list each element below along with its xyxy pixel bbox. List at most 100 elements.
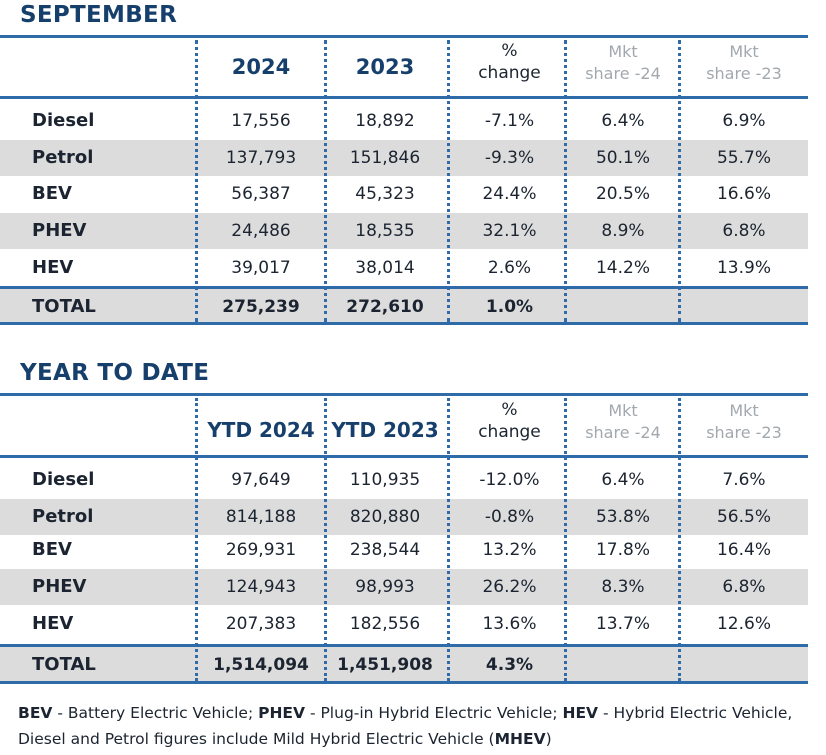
row-label: BEV <box>32 183 72 204</box>
table-row-diesel: Diesel 97,649 110,935 -12.0% 6.4% 7.6% <box>0 462 808 498</box>
cell-mkt-share-23: 16.6% <box>716 184 771 204</box>
cell-2023: 272,610 <box>346 297 424 317</box>
table-header-september: 2024 2023 % change Mkt share -24 Mkt sha… <box>0 38 808 98</box>
row-label: Diesel <box>32 469 95 490</box>
cell-mkt-share-24: 6.4% <box>601 470 645 490</box>
cell-pct-change: 4.3% <box>485 655 534 675</box>
row-label: Petrol <box>32 147 94 168</box>
cell-2023: 45,323 <box>355 184 415 204</box>
section-title-year-to-date: YEAR TO DATE <box>20 360 210 386</box>
cell-mkt-share-24: 14.2% <box>595 258 650 278</box>
abbr-phev: PHEV <box>258 704 306 722</box>
column-divider <box>564 40 567 322</box>
col-header-pct-change: % change <box>478 41 541 83</box>
cell-mkt-share-24 <box>566 647 680 683</box>
table-row-diesel: Diesel 17,556 18,892 -7.1% 6.4% 6.9% <box>0 103 808 139</box>
cell-mkt-share-23 <box>680 647 808 683</box>
cell-ytd-2024: 814,188 <box>225 507 297 527</box>
cell-ytd-2023: 98,993 <box>355 577 415 597</box>
cell-ytd-2024: 124,943 <box>225 577 297 597</box>
row-label: BEV <box>32 539 72 560</box>
row-label: TOTAL <box>32 296 96 317</box>
cell-pct-change: 26.2% <box>482 577 537 597</box>
cell-mkt-share-23: 6.8% <box>722 577 766 597</box>
cell-2024: 17,556 <box>231 111 291 131</box>
table-row-total: TOTAL 275,239 272,610 1.0% <box>0 289 808 325</box>
section-title-september: SEPTEMBER <box>20 2 178 28</box>
table-header-ytd: YTD 2024 YTD 2023 % change Mkt share -24… <box>0 396 808 456</box>
table-row-bev: BEV 56,387 45,323 24.4% 20.5% 16.6% <box>0 176 808 212</box>
cell-mkt-share-24: 8.3% <box>601 577 645 597</box>
cell-mkt-share-24: 20.5% <box>595 184 650 204</box>
cell-mkt-share-23: 13.9% <box>716 258 771 278</box>
cell-2024: 39,017 <box>231 258 291 278</box>
col-header-ytd-2024: YTD 2024 <box>207 418 315 442</box>
col-header-2024: 2024 <box>231 55 291 79</box>
footnote-line-1: BEV - Battery Electric Vehicle; PHEV - P… <box>18 704 793 722</box>
cell-pct-change: -12.0% <box>479 470 540 490</box>
table-row-phev: PHEV 124,943 98,993 26.2% 8.3% 6.8% <box>0 569 808 605</box>
table-row-hev: HEV 39,017 38,014 2.6% 14.2% 13.9% <box>0 250 808 286</box>
column-divider <box>447 40 450 322</box>
cell-mkt-share-24: 8.9% <box>601 221 645 241</box>
col-header-mkt-share-24: Mkt share -24 <box>585 401 661 442</box>
col-header-2023: 2023 <box>355 55 415 79</box>
table-top-rule <box>0 393 808 396</box>
cell-pct-change: 2.6% <box>487 258 532 278</box>
cell-ytd-2024: 97,649 <box>231 470 291 490</box>
cell-ytd-2023: 238,544 <box>349 540 421 560</box>
table-row-petrol: Petrol 137,793 151,846 -9.3% 50.1% 55.7% <box>0 140 808 176</box>
abbr-hev: HEV <box>562 704 599 722</box>
cell-mkt-share-23: 56.5% <box>716 507 771 527</box>
row-label: HEV <box>32 257 74 278</box>
cell-ytd-2024: 207,383 <box>225 614 297 634</box>
row-label: Petrol <box>32 506 94 527</box>
col-header-mkt-share-23: Mkt share -23 <box>706 401 782 442</box>
cell-mkt-share-24: 50.1% <box>595 148 650 168</box>
cell-mkt-share-23: 7.6% <box>722 470 766 490</box>
cell-ytd-2023: 820,880 <box>349 507 421 527</box>
cell-2023: 18,535 <box>355 221 415 241</box>
table-bottom-rule <box>0 322 808 325</box>
table-row-hev: HEV 207,383 182,556 13.6% 13.7% 12.6% <box>0 606 808 642</box>
cell-mkt-share-24: 17.8% <box>595 540 650 560</box>
cell-2023: 18,892 <box>355 111 415 131</box>
cell-mkt-share-24: 13.7% <box>595 614 650 634</box>
cell-ytd-2024: 269,931 <box>225 540 297 560</box>
col-header-mkt-share-24: Mkt share -24 <box>585 42 661 83</box>
cell-2023: 151,846 <box>349 148 421 168</box>
row-label: PHEV <box>32 220 87 241</box>
cell-2023: 38,014 <box>355 258 415 278</box>
cell-pct-change: 13.6% <box>482 614 537 634</box>
cell-ytd-2023: 1,451,908 <box>337 655 433 675</box>
total-top-rule <box>0 644 808 647</box>
table-row-total: TOTAL 1,514,094 1,451,908 4.3% <box>0 647 808 683</box>
cell-mkt-share-23: 12.6% <box>716 614 771 634</box>
cell-mkt-share-24: 6.4% <box>601 111 645 131</box>
header-rule <box>0 96 808 99</box>
column-divider <box>324 398 327 681</box>
table-row-phev: PHEV 24,486 18,535 32.1% 8.9% 6.8% <box>0 213 808 249</box>
cell-ytd-2023: 182,556 <box>349 614 421 634</box>
column-divider <box>564 398 567 681</box>
cell-pct-change: 32.1% <box>482 221 537 241</box>
column-divider <box>195 398 198 681</box>
col-header-ytd-2023: YTD 2023 <box>331 418 439 442</box>
row-label: HEV <box>32 613 74 634</box>
cell-mkt-share-23: 16.4% <box>716 540 771 560</box>
cell-pct-change: -7.1% <box>484 111 535 131</box>
cell-pct-change: 1.0% <box>485 297 534 317</box>
col-header-mkt-share-23: Mkt share -23 <box>706 42 782 83</box>
abbr-mhev: MHEV <box>494 730 546 748</box>
cell-ytd-2024: 1,514,094 <box>213 655 309 675</box>
column-divider <box>678 40 681 322</box>
cell-mkt-share-23: 6.9% <box>722 111 766 131</box>
table-row-bev: BEV 269,931 238,544 13.2% 17.8% 16.4% <box>0 532 808 568</box>
cell-pct-change: 24.4% <box>482 184 537 204</box>
row-label: TOTAL <box>32 654 96 675</box>
column-divider <box>678 398 681 681</box>
cell-mkt-share-23: 6.8% <box>722 221 766 241</box>
cell-2024: 24,486 <box>231 221 291 241</box>
abbr-bev: BEV <box>18 704 53 722</box>
cell-mkt-share-24: 53.8% <box>595 507 650 527</box>
